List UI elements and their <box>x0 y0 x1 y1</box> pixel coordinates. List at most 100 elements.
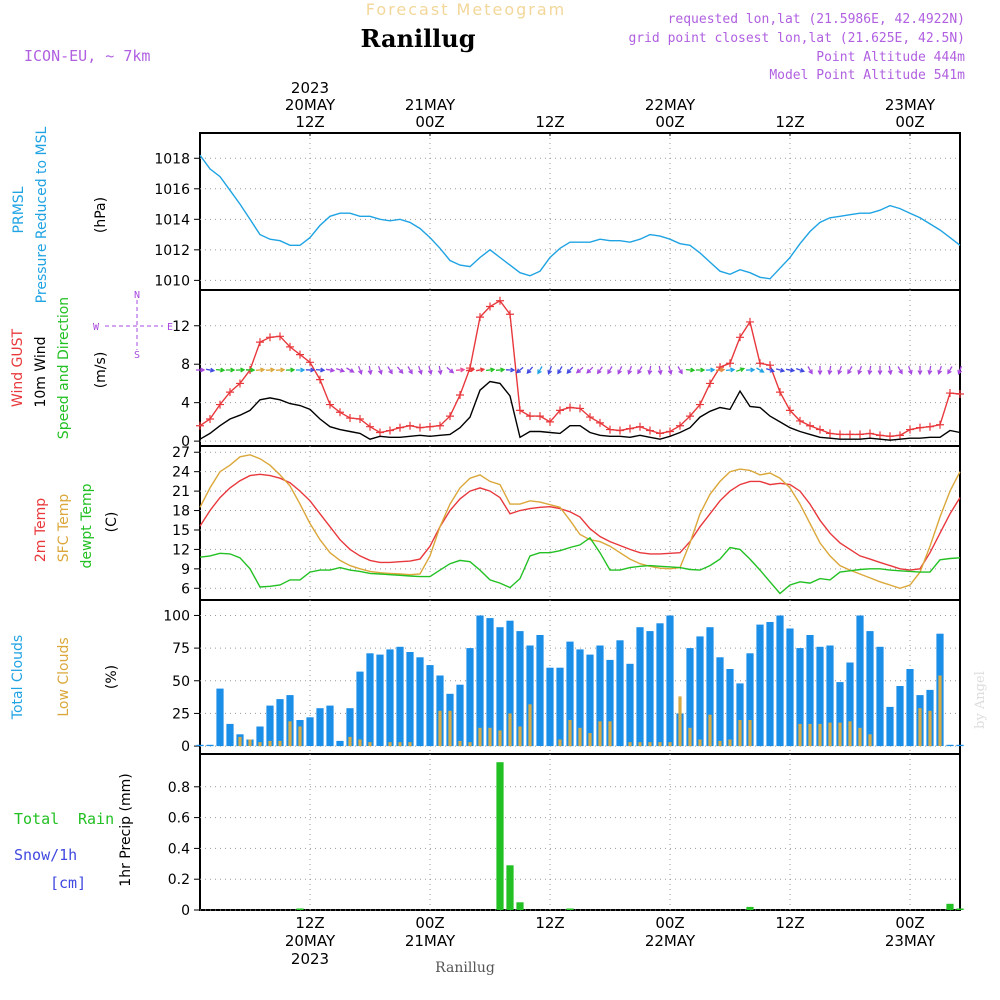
wind-direction-arrow <box>877 366 883 376</box>
gust-point <box>876 431 884 440</box>
gust-point <box>756 359 764 368</box>
gust-point <box>366 422 374 431</box>
wind-direction-arrow <box>775 367 786 373</box>
clouds-bar-total-clouds <box>876 646 884 747</box>
temp-unit: (C) <box>104 512 120 533</box>
clouds-bar-total-clouds <box>356 671 364 747</box>
gust-point <box>786 406 794 415</box>
wind-direction-arrow <box>367 365 373 376</box>
gust-point <box>286 342 294 351</box>
gust-point <box>356 415 364 424</box>
bottom-time-label: 23MAY <box>885 932 936 950</box>
wind-direction-arrow <box>607 366 613 375</box>
clouds-bar-low-clouds <box>358 739 362 746</box>
clouds-bar-total-clouds <box>646 631 654 747</box>
precip-bar-total-rain <box>956 908 964 910</box>
clouds-bar-low-clouds <box>558 739 562 746</box>
info-line-1: requested lon,lat (21.5986E, 42.4922N) <box>668 12 965 27</box>
clouds-bar-total-clouds <box>396 646 404 747</box>
clouds-bar-low-clouds <box>598 721 602 747</box>
top-time-label: 22MAY <box>645 96 696 114</box>
clouds-bar-total-clouds <box>836 682 844 747</box>
wind-direction-arrow <box>725 367 736 373</box>
precip-ytick-label: 0.4 <box>168 841 190 857</box>
clouds-bar-total-clouds <box>306 717 314 746</box>
wind-direction-arrow <box>407 366 413 375</box>
clouds-bar-total-clouds <box>276 699 284 747</box>
wind-direction-arrow <box>927 365 933 376</box>
clouds-bar-total-clouds <box>786 628 794 747</box>
gust-point <box>646 426 654 435</box>
clouds-bar-total-clouds <box>586 654 594 746</box>
info-line-2: grid point closest lon,lat (21.625E, 42.… <box>628 31 965 46</box>
compass-e: E <box>167 322 173 333</box>
bottom-time-label: 00Z <box>895 914 924 932</box>
wind-direction-arrow <box>807 366 813 375</box>
wind-direction-arrow <box>637 366 643 375</box>
gust-point <box>686 412 694 421</box>
top-time-label: 20MAY <box>285 96 336 114</box>
wind-direction-arrow <box>437 365 443 376</box>
clouds-bar-low-clouds <box>578 727 582 747</box>
temperature-ytick-label: 21 <box>172 484 190 500</box>
wind-direction-arrow <box>647 365 653 376</box>
subtitle: Forecast Meteogram <box>366 0 566 19</box>
wind-direction-arrow <box>427 365 433 376</box>
gust-point <box>956 390 964 399</box>
wind-line-10m-wind <box>199 380 961 441</box>
clouds-bar-total-clouds <box>656 623 664 747</box>
bottom-time-label: 12Z <box>775 914 804 932</box>
gust-point <box>456 390 464 399</box>
clouds-bar-total-clouds <box>226 723 234 747</box>
clouds-bar-total-clouds <box>736 683 744 747</box>
wind-direction-arrow <box>627 365 633 375</box>
gust-point <box>336 408 344 417</box>
gust-point <box>656 429 664 438</box>
gust-point <box>746 317 754 326</box>
gust-point <box>466 364 474 373</box>
gust-point <box>856 430 864 439</box>
wind-ytick-label: 12 <box>172 319 190 335</box>
clouds-ytick-label: 50 <box>172 674 190 690</box>
clouds-bar-low-clouds <box>248 739 252 746</box>
gust-point <box>556 406 564 415</box>
clouds-bar-total-clouds <box>626 663 634 747</box>
precip-bar-total-rain <box>516 902 524 910</box>
clouds-bar-low-clouds <box>488 727 492 747</box>
clouds-bar-total-clouds <box>346 708 354 747</box>
temperature-line-sfc-temp <box>199 454 961 590</box>
clouds-bar-total-clouds <box>576 649 584 747</box>
clouds-bar-low-clouds <box>498 730 502 747</box>
wind-direction-arrow <box>557 366 563 375</box>
gust-point <box>626 424 634 433</box>
wind-direction-arrow <box>315 367 326 373</box>
clouds-bar-low-clouds <box>348 736 352 746</box>
wind-direction-arrow <box>526 366 534 375</box>
precip-bar-total-rain <box>496 762 504 910</box>
wind-direction-arrow <box>325 367 336 373</box>
gust-point <box>846 430 854 439</box>
clouds-bar-total-clouds <box>286 695 294 746</box>
gust-point <box>486 302 494 311</box>
gust-point <box>606 425 614 434</box>
clouds-bar-total-clouds <box>886 706 894 747</box>
bottom-time-label: 12Z <box>295 914 324 932</box>
clouds-bar-total-clouds <box>616 640 624 747</box>
clouds-bar-low-clouds <box>448 710 452 747</box>
clouds-bar-low-clouds <box>738 720 742 747</box>
gust-point <box>236 379 244 388</box>
clouds-bar-low-clouds <box>928 710 932 747</box>
wind-direction-arrow <box>196 367 206 373</box>
clouds-bar-low-clouds <box>718 740 722 747</box>
clouds-bar-total-clouds <box>366 653 374 746</box>
clouds-bar-total-clouds <box>896 686 904 747</box>
clouds-bar-total-clouds <box>696 636 704 747</box>
low-clouds-label: Low Clouds <box>56 637 72 716</box>
model-name: ICON-EU, ~ 7km <box>24 47 150 65</box>
gust-point <box>296 350 304 359</box>
temperature-ytick-label: 24 <box>172 465 190 481</box>
gust-point <box>226 388 234 397</box>
clouds-bar-low-clouds <box>268 740 272 747</box>
plot-area: 1010101210141016101804812691215182124270… <box>154 79 964 968</box>
